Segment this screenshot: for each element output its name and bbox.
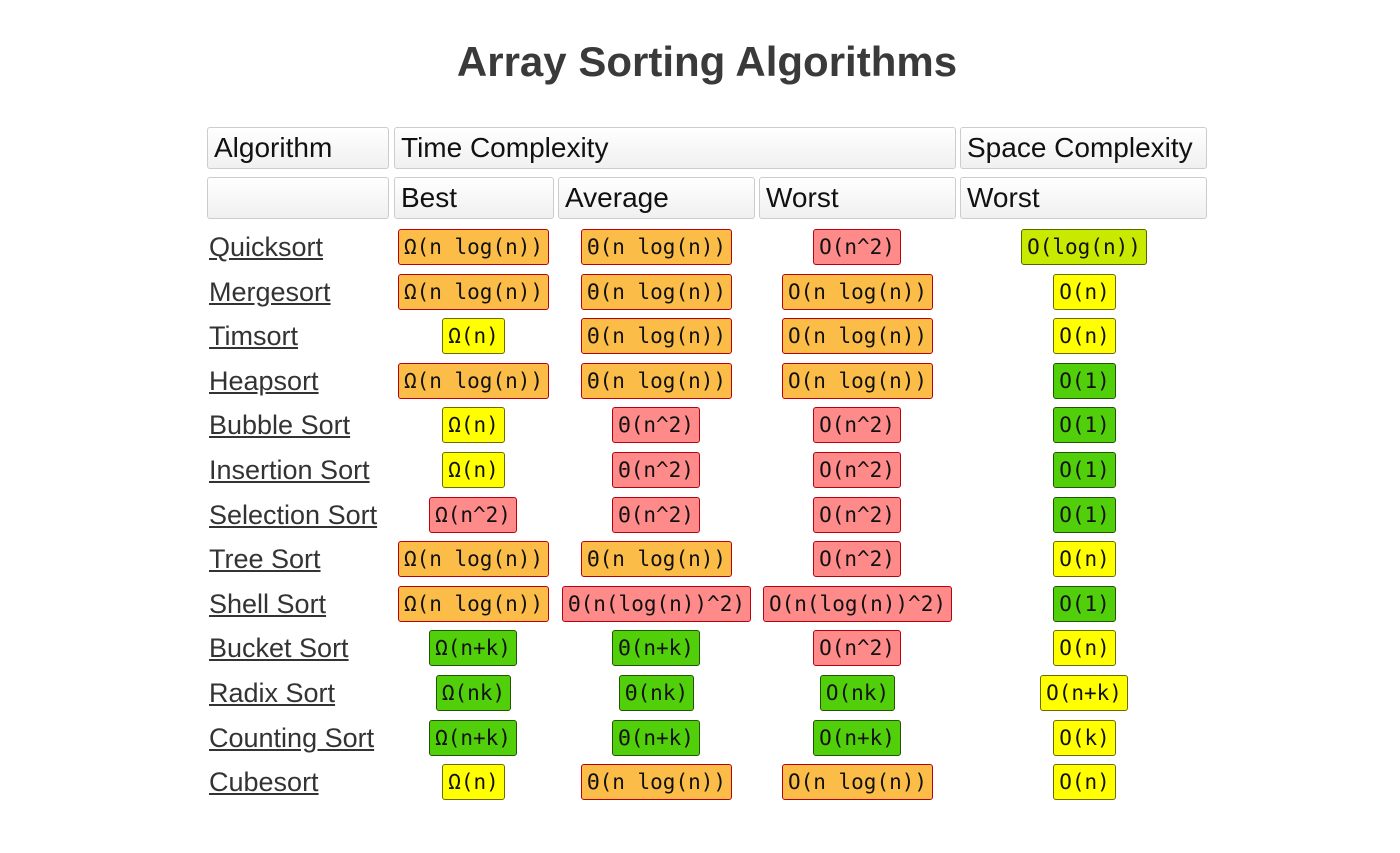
- complexity-badge-average: Θ(n^2): [612, 497, 700, 533]
- complexity-badge-worst: O(n^2): [813, 229, 901, 265]
- complexity-badge-best: Ω(n+k): [429, 720, 517, 756]
- complexity-badge-best: Ω(n): [442, 452, 505, 488]
- complexity-badge-average: Θ(n log(n)): [581, 229, 732, 265]
- header-best: Best: [394, 177, 554, 219]
- complexity-badge-space: O(1): [1053, 497, 1116, 533]
- complexity-badge-worst: O(n log(n)): [782, 363, 933, 399]
- algorithm-link[interactable]: Bubble Sort: [209, 410, 351, 440]
- page-title: Array Sorting Algorithms: [456, 38, 958, 85]
- complexity-badge-average: Θ(n+k): [612, 720, 700, 756]
- complexity-badge-worst: O(n^2): [813, 497, 901, 533]
- complexity-badge-space: O(1): [1053, 452, 1116, 488]
- complexity-badge-worst: O(nk): [820, 675, 895, 711]
- complexity-badge-average: Θ(n(log(n))^2): [562, 586, 751, 622]
- complexity-badge-average: Θ(n^2): [612, 407, 700, 443]
- complexity-badge-space: O(n): [1053, 318, 1116, 354]
- complexity-badge-worst: O(n log(n)): [782, 318, 933, 354]
- algorithm-link[interactable]: Mergesort: [209, 277, 331, 307]
- complexity-badge-average: Θ(nk): [619, 675, 694, 711]
- complexity-badge-worst: O(n^2): [813, 541, 901, 577]
- complexity-badge-space: O(n+k): [1040, 675, 1128, 711]
- complexity-badge-best: Ω(n): [442, 407, 505, 443]
- algorithm-link[interactable]: Quicksort: [209, 232, 324, 262]
- algorithm-link[interactable]: Heapsort: [209, 366, 319, 396]
- complexity-badge-best: Ω(n log(n)): [398, 363, 549, 399]
- header-space-worst: Worst: [960, 177, 1207, 219]
- algorithm-link[interactable]: Insertion Sort: [209, 455, 370, 485]
- complexity-badge-space: O(n): [1053, 630, 1116, 666]
- header-average: Average: [558, 177, 755, 219]
- complexity-badge-average: Θ(n+k): [612, 630, 700, 666]
- complexity-badge-worst: O(n^2): [813, 407, 901, 443]
- header-algorithm-blank: [207, 177, 389, 219]
- complexity-badge-space: O(1): [1053, 363, 1116, 399]
- complexity-badge-best: Ω(n+k): [429, 630, 517, 666]
- complexity-badge-best: Ω(n log(n)): [398, 229, 549, 265]
- algorithm-link[interactable]: Cubesort: [209, 767, 319, 797]
- complexity-badge-worst: O(n log(n)): [782, 274, 933, 310]
- complexity-badge-average: Θ(n log(n)): [581, 274, 732, 310]
- complexity-badge-worst: O(n log(n)): [782, 764, 933, 800]
- algorithm-link[interactable]: Bucket Sort: [209, 633, 349, 663]
- complexity-badge-space: O(log(n)): [1021, 229, 1147, 265]
- complexity-badge-average: Θ(n log(n)): [581, 363, 732, 399]
- complexity-badge-best: Ω(n log(n)): [398, 586, 549, 622]
- complexity-badge-space: O(n): [1053, 274, 1116, 310]
- complexity-badge-average: Θ(n log(n)): [581, 318, 732, 354]
- complexity-badge-worst: O(n+k): [813, 720, 901, 756]
- header-algorithm: Algorithm: [207, 127, 389, 169]
- complexity-badge-space: O(n): [1053, 541, 1116, 577]
- complexity-badge-best: Ω(nk): [436, 675, 511, 711]
- complexity-badge-space: O(1): [1053, 407, 1116, 443]
- complexity-badge-best: Ω(n): [442, 764, 505, 800]
- complexity-badge-space: O(1): [1053, 586, 1116, 622]
- header-space-complexity: Space Complexity: [960, 127, 1207, 169]
- complexity-badge-space: O(k): [1053, 720, 1116, 756]
- complexity-badge-worst: O(n(log(n))^2): [763, 586, 952, 622]
- complexity-badge-best: Ω(n): [442, 318, 505, 354]
- complexity-badge-best: Ω(n log(n)): [398, 541, 549, 577]
- complexity-badge-average: Θ(n log(n)): [581, 764, 732, 800]
- complexity-badge-worst: O(n^2): [813, 630, 901, 666]
- complexity-badge-average: Θ(n^2): [612, 452, 700, 488]
- algorithm-link[interactable]: Shell Sort: [209, 589, 327, 619]
- algorithm-link[interactable]: Tree Sort: [209, 544, 321, 574]
- algorithm-link[interactable]: Timsort: [209, 321, 298, 351]
- complexity-badge-worst: O(n^2): [813, 452, 901, 488]
- algorithm-link[interactable]: Counting Sort: [209, 723, 375, 753]
- header-worst: Worst: [759, 177, 956, 219]
- complexity-badge-best: Ω(n log(n)): [398, 274, 549, 310]
- header-time-complexity: Time Complexity: [394, 127, 956, 169]
- complexity-badge-space: O(n): [1053, 764, 1116, 800]
- complexity-badge-average: Θ(n log(n)): [581, 541, 732, 577]
- algorithm-link[interactable]: Selection Sort: [209, 500, 378, 530]
- algorithm-link[interactable]: Radix Sort: [209, 678, 336, 708]
- complexity-badge-best: Ω(n^2): [429, 497, 517, 533]
